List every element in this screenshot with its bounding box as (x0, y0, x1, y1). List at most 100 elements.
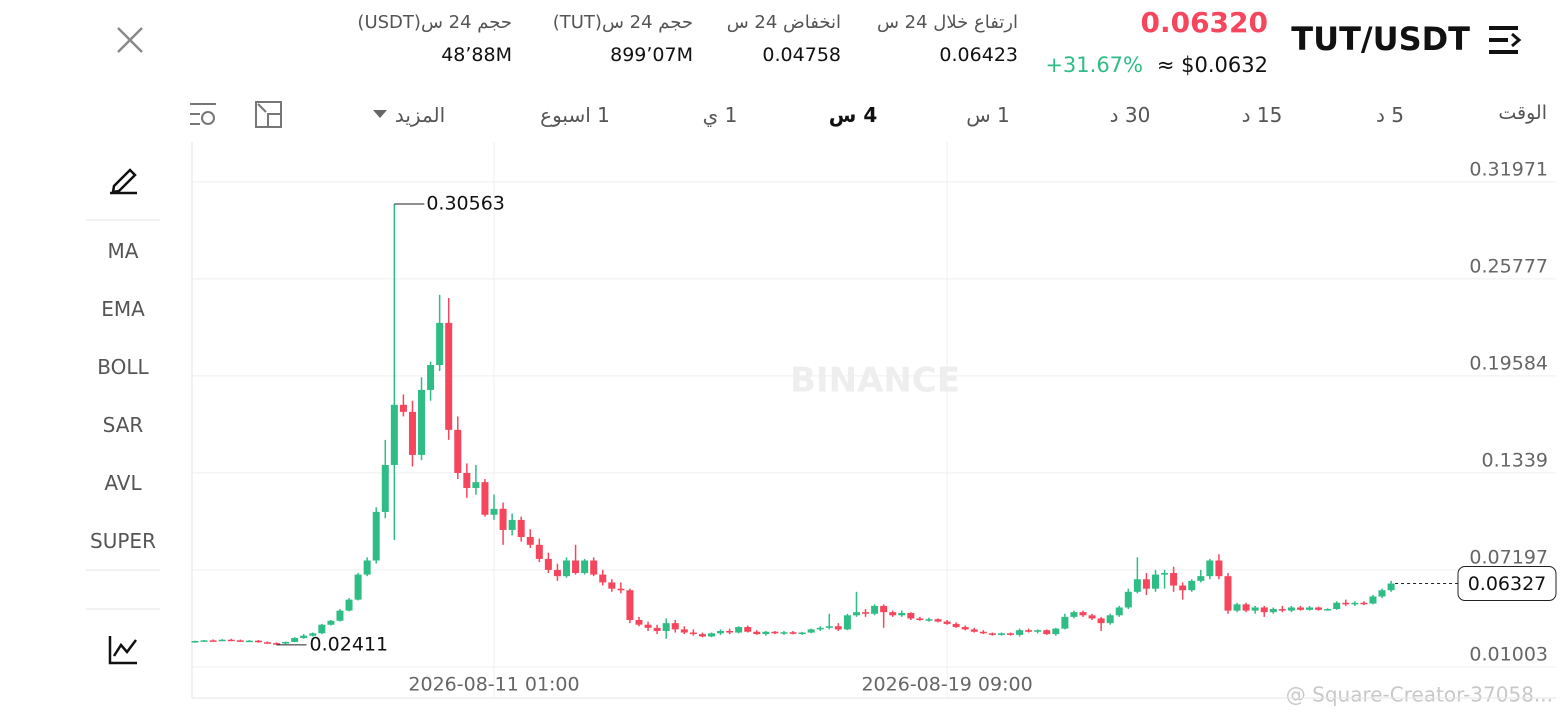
candle-body (871, 605, 879, 614)
timeframe[interactable]: 1 س (966, 103, 1010, 127)
candle-body (717, 630, 725, 634)
timeframe[interactable]: 5 د (1376, 103, 1404, 127)
dropdown-arrow[interactable] (373, 110, 387, 118)
stat-value: 0.04758 (762, 44, 841, 66)
candle-body (1369, 596, 1377, 604)
candle-body (680, 629, 688, 633)
candle-body (1179, 585, 1187, 591)
usd-price: ≈ $0.0632 (1156, 53, 1268, 77)
candle-body (744, 627, 752, 632)
candle-body (735, 627, 743, 633)
candle-body (517, 519, 525, 537)
candle-body (1188, 580, 1196, 591)
candle-body (798, 632, 806, 635)
timeframe[interactable]: 15 د (1241, 103, 1283, 127)
menu-icon[interactable] (1489, 26, 1522, 54)
candle-body (354, 574, 362, 600)
candle-body (1315, 607, 1323, 610)
candle-body (726, 630, 734, 633)
candle-body (889, 612, 897, 616)
candle-body (499, 508, 507, 530)
stat-label: انخفاض 24 س (726, 12, 841, 33)
candle-body (1342, 602, 1350, 605)
annotation: 0.30563 (426, 192, 505, 214)
indicator[interactable]: EMA (101, 297, 145, 321)
candle-body (1197, 576, 1205, 581)
candle-body (481, 482, 489, 515)
candle-body (454, 429, 462, 473)
candle-body (626, 590, 634, 621)
candle-body (707, 633, 715, 637)
candle-body (843, 615, 851, 630)
candle-body (381, 464, 389, 512)
layout-icon[interactable] (255, 101, 282, 128)
candle-body (581, 560, 589, 574)
candle-body (1088, 615, 1096, 619)
timeframe[interactable]: 1 اسبوع (540, 103, 610, 127)
candle-body (590, 560, 598, 575)
x-tick-label: 2026-08-11 01:00 (408, 674, 579, 696)
timeframe[interactable]: 30 د (1109, 103, 1151, 127)
annotation: 0.02411 (310, 633, 389, 655)
settings-icon[interactable] (190, 103, 216, 125)
y-tick-label: 0.1339 (1482, 449, 1548, 471)
candle-body (544, 558, 552, 570)
candle-body (390, 404, 398, 465)
candle-body (227, 639, 235, 642)
candle-body (1016, 630, 1024, 635)
candle-body (1233, 604, 1241, 611)
candle-body (1061, 616, 1069, 629)
stat-value: 0.06423 (939, 44, 1018, 66)
candle-body (943, 621, 951, 624)
candle-body (372, 511, 380, 561)
candle-body (1161, 573, 1169, 575)
plot: 0.01003 0.07197 0.1339 0.19584 0.25777 0.3197… (191, 142, 1557, 698)
candle-body (907, 612, 915, 619)
candle-body (1324, 609, 1332, 611)
candle-body (934, 619, 942, 622)
candle-body (300, 635, 308, 639)
indicator-icon[interactable] (108, 636, 137, 665)
indicator[interactable]: BOLL (97, 355, 149, 379)
candle-body (916, 618, 924, 621)
candle-body (1007, 633, 1015, 635)
candle-body (1351, 602, 1359, 605)
indicator[interactable]: SUPER (90, 529, 156, 553)
candle-body (698, 634, 706, 637)
candle-body (399, 404, 407, 412)
candle-body (535, 544, 543, 559)
candle-body (254, 640, 262, 643)
candle-body (273, 643, 281, 645)
candle-body (1079, 612, 1087, 616)
candle-body (1296, 607, 1304, 610)
close-icon[interactable] (117, 27, 143, 53)
last-price: 0.06320 (1140, 6, 1268, 39)
price-box (1457, 566, 1557, 602)
timeframe[interactable]: المزيد (394, 103, 446, 127)
indicator[interactable]: MA (107, 239, 139, 263)
candle-body (463, 472, 471, 488)
price-label: 0.06327 (1468, 573, 1547, 595)
timeframe[interactable]: 1 ي (702, 103, 738, 127)
timeframe[interactable]: 4 س (828, 103, 878, 127)
y-tick-label: 0.31971 (1469, 158, 1548, 180)
timeframe-label: الوقت (1498, 102, 1547, 124)
credit: @ Square-Creator-37058... (1286, 683, 1553, 707)
candle-body (236, 640, 244, 642)
stat-label: حجم 24 س(USDT) (357, 12, 512, 33)
candle-body (753, 631, 761, 635)
candle-body (1106, 615, 1114, 624)
candle-body (997, 633, 1005, 635)
stat-label: ارتفاع خلال 24 س (876, 12, 1018, 33)
candle-body (862, 612, 870, 614)
candle-body (816, 627, 824, 630)
candle-body (617, 588, 625, 591)
candle-body (1333, 602, 1341, 610)
candle-body (318, 624, 326, 634)
candle-body (572, 560, 580, 574)
draw-icon[interactable] (110, 168, 137, 195)
indicator[interactable]: SAR (102, 413, 144, 437)
candle-body (671, 623, 679, 630)
indicator[interactable]: AVL (104, 471, 142, 495)
